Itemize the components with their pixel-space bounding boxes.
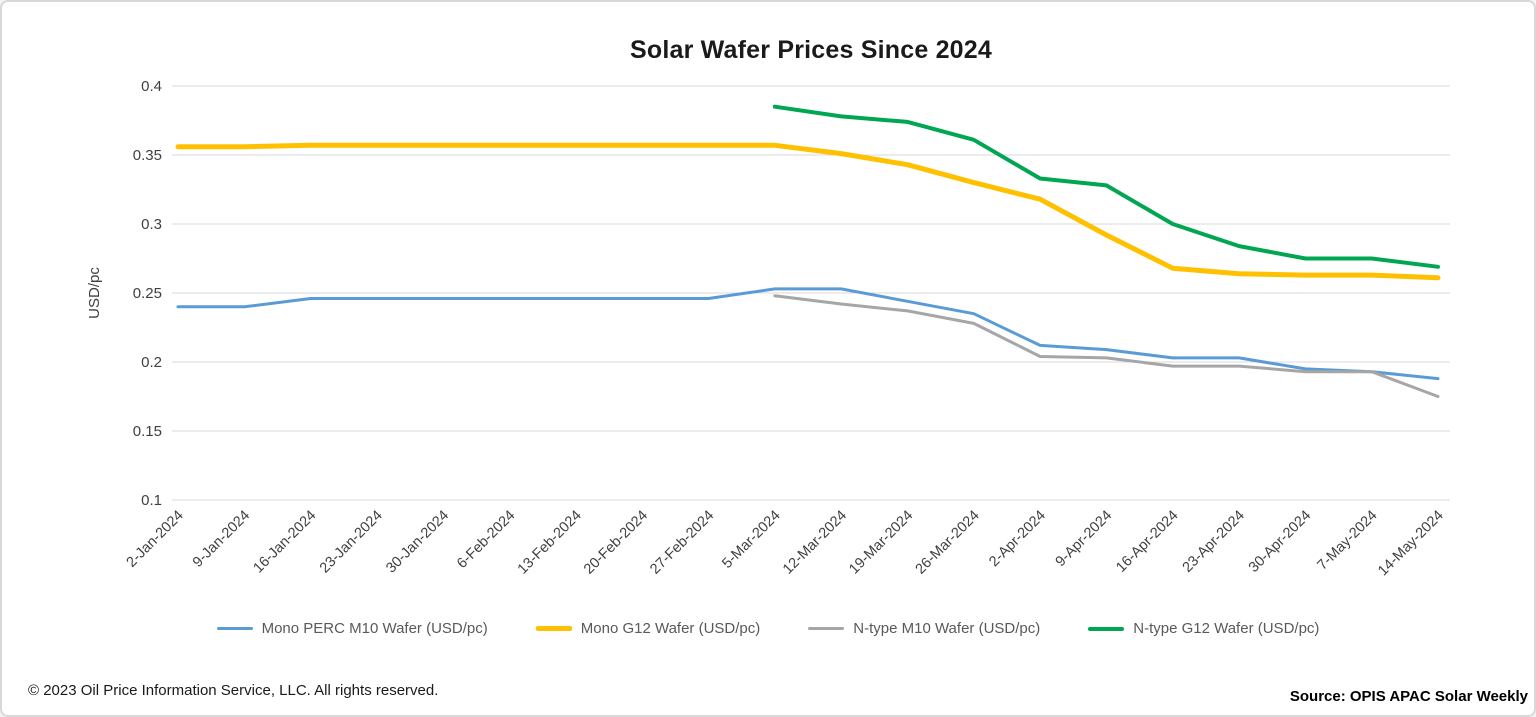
legend-item-2: N-type M10 Wafer (USD/pc): [808, 620, 1040, 637]
copyright-text: © 2023 Oil Price Information Service, LL…: [28, 682, 439, 699]
x-tick-label: 23-Apr-2024: [1180, 508, 1248, 576]
x-tick-label: 14-May-2024: [1375, 508, 1447, 580]
x-tick-label: 9-Apr-2024: [1053, 508, 1116, 571]
x-tick-label: 5-Mar-2024: [719, 508, 783, 572]
legend-swatch-icon: [808, 627, 845, 630]
x-tick-label: 7-May-2024: [1315, 508, 1381, 574]
y-tick-label: 0.35: [133, 147, 162, 164]
y-tick-label: 0.2: [141, 354, 162, 371]
legend-swatch-icon: [1088, 626, 1125, 631]
legend: Mono PERC M10 Wafer (USD/pc) Mono G12 Waf…: [2, 620, 1534, 637]
x-tick-label: 2-Apr-2024: [986, 508, 1049, 571]
y-tick-label: 0.1: [141, 492, 162, 509]
legend-swatch-icon: [216, 627, 253, 630]
x-tick-label: 30-Jan-2024: [383, 508, 452, 577]
y-tick-label: 0.3: [141, 216, 162, 233]
legend-item-0: Mono PERC M10 Wafer (USD/pc): [216, 620, 488, 637]
legend-item-1: Mono G12 Wafer (USD/pc): [535, 620, 761, 637]
x-tick-label: 13-Feb-2024: [515, 508, 585, 578]
y-tick-label: 0.4: [141, 78, 162, 95]
x-tick-label: 16-Jan-2024: [251, 508, 320, 577]
legend-item-3: N-type G12 Wafer (USD/pc): [1088, 620, 1319, 637]
x-tick-label: 26-Mar-2024: [913, 508, 983, 578]
legend-label: N-type M10 Wafer (USD/pc): [853, 620, 1041, 637]
x-tick-label: 12-Mar-2024: [780, 508, 850, 578]
x-tick-label: 16-Apr-2024: [1113, 508, 1181, 576]
x-tick-label: 20-Feb-2024: [581, 508, 651, 578]
series-line-0: [176, 287, 1440, 381]
legend-swatch-icon: [535, 626, 572, 631]
y-tick-label: 0.15: [133, 423, 162, 440]
x-tick-label: 6-Feb-2024: [454, 508, 518, 572]
x-tick-label: 19-Mar-2024: [846, 508, 916, 578]
series-line-3: [772, 104, 1440, 269]
chart-title: Solar Wafer Prices Since 2024: [629, 36, 992, 64]
source-text: Source: OPIS APAC Solar Weekly: [1289, 688, 1528, 705]
x-tick-label: 23-Jan-2024: [317, 508, 386, 577]
x-tick-label: 30-Apr-2024: [1246, 508, 1314, 576]
y-tick-label: 0.25: [133, 285, 162, 302]
x-tick-label: 9-Jan-2024: [190, 508, 253, 571]
plot-area: 0.4 0.35 0.3 0.25 0.2 0.15 0.1 USD/pc 2-Jan-2024…: [86, 78, 1450, 580]
legend-label: Mono PERC M10 Wafer (USD/pc): [261, 620, 488, 637]
x-tick-label: 27-Feb-2024: [647, 508, 717, 578]
y-axis-title: USD/pc: [86, 267, 103, 319]
series-line-2: [773, 294, 1440, 398]
x-tick-label: 2-Jan-2024: [124, 508, 187, 571]
series-line-1: [175, 142, 1441, 281]
legend-label: N-type G12 Wafer (USD/pc): [1133, 620, 1320, 637]
legend-label: Mono G12 Wafer (USD/pc): [580, 620, 761, 637]
